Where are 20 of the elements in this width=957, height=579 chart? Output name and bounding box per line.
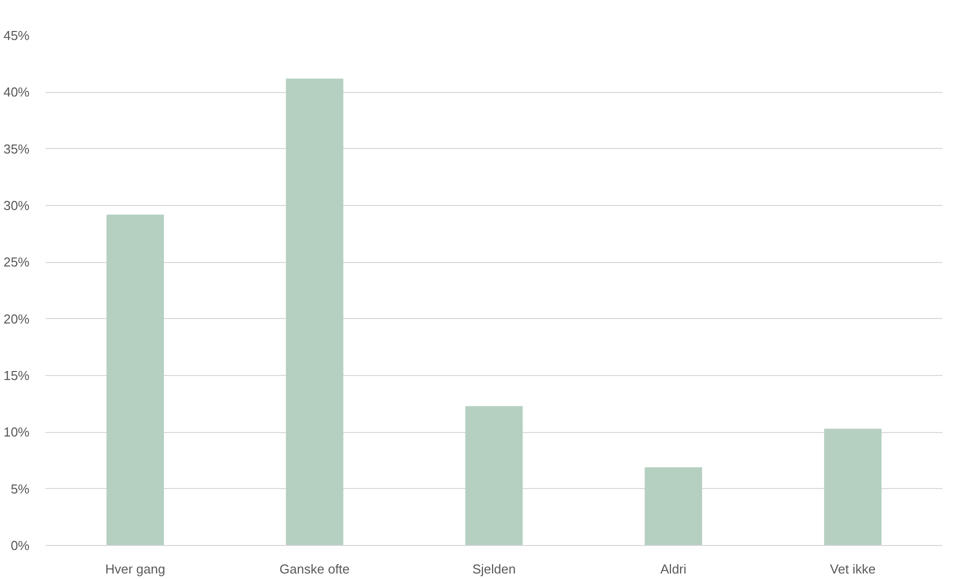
bar <box>824 428 882 546</box>
y-tick-label: 0% <box>10 538 30 553</box>
y-tick-label: 30% <box>3 198 30 213</box>
y-tick-label: 45% <box>3 28 30 43</box>
x-tick-label: Aldri <box>660 562 687 576</box>
y-tick-label: 5% <box>10 481 30 496</box>
y-tick-label: 15% <box>3 368 30 383</box>
y-tick-label: 25% <box>3 254 30 270</box>
x-tick-label: Hver gang <box>105 562 166 576</box>
x-tick-label: Sjelden <box>472 562 516 576</box>
bar <box>465 406 523 546</box>
bar <box>106 214 164 546</box>
x-tick-label: Ganske ofte <box>280 562 350 576</box>
y-tick-label: 40% <box>3 84 30 100</box>
x-tick-label: Vet ikke <box>830 562 876 576</box>
bar <box>644 467 702 546</box>
y-tick-label: 20% <box>3 311 30 326</box>
y-tick-label: 35% <box>3 141 30 156</box>
bar <box>286 78 344 546</box>
y-tick-label: 10% <box>3 424 30 440</box>
